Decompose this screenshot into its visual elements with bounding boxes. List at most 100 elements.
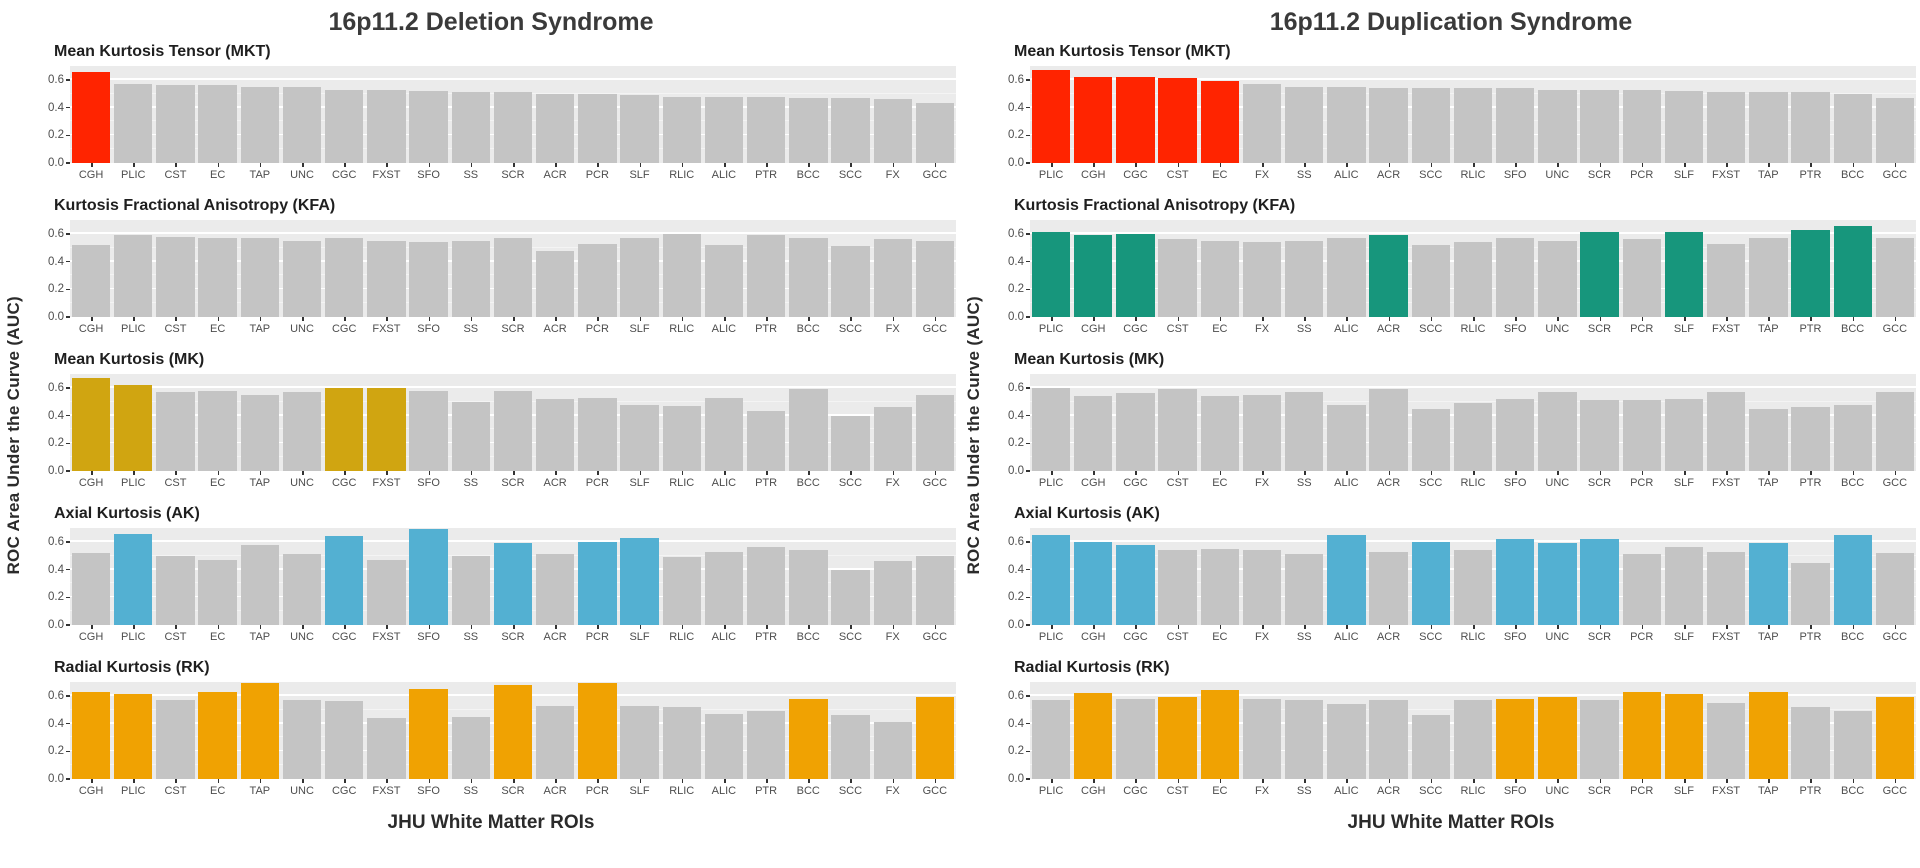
x-tick-label: GCC	[1874, 163, 1916, 187]
x-tick-mark	[934, 163, 937, 167]
bar	[156, 236, 195, 317]
y-tick-mark	[1026, 79, 1030, 81]
x-tick-label: CST	[1157, 471, 1199, 495]
x-tick-label: GCC	[1874, 317, 1916, 341]
chart-panel: Radial Kurtosis (RK) 0.0 0.2 0.4 0.6 CGH PLIC C…	[26, 656, 956, 803]
bar	[1285, 700, 1324, 779]
y-tick-label: 0.0	[48, 619, 64, 631]
x-tick-mark	[1515, 779, 1517, 783]
y-tick-mark	[1026, 596, 1030, 599]
x-tick-label: EC	[197, 625, 239, 649]
bar	[1706, 392, 1746, 471]
x-tick-label: RLIC	[1452, 317, 1494, 341]
duplication-panels: Mean Kurtosis Tensor (MKT) 0.0 0.2 0.4 0.6 PL…	[986, 40, 1916, 810]
y-tick: 0.0	[1008, 157, 1030, 169]
bar	[198, 238, 237, 317]
x-tick-label: UNC	[1536, 471, 1578, 495]
bar	[1285, 554, 1324, 625]
bar	[1074, 396, 1113, 471]
x-tick-label: PCR	[576, 163, 618, 187]
x-tick-label: EC	[197, 471, 239, 495]
x-tick-label: CST	[1157, 163, 1199, 187]
x-tick-mark	[1051, 317, 1053, 321]
x-tick-label: ACR	[534, 471, 576, 495]
x-tick-label: SCR	[492, 163, 534, 187]
y-tick: 0.4	[48, 410, 70, 422]
bar	[1453, 242, 1493, 317]
panel-title: Radial Kurtosis (RK)	[54, 659, 210, 676]
y-tick-mark	[66, 316, 70, 318]
y-tick: 0.4	[48, 256, 70, 268]
x-tick-mark	[1810, 779, 1813, 783]
x-tick-label: ALIC	[703, 163, 745, 187]
plot-area	[70, 528, 956, 625]
x-tick-mark	[1557, 471, 1559, 475]
x-tick-mark	[302, 471, 304, 475]
bar-highlighted	[325, 536, 364, 625]
bar-highlighted	[1116, 233, 1155, 317]
x-tick-label: SCR	[492, 471, 534, 495]
bar-highlighted	[71, 691, 111, 779]
bar-highlighted	[1158, 697, 1197, 779]
x-tick-mark	[850, 163, 853, 167]
x-tick-mark	[1177, 625, 1180, 629]
bar	[915, 555, 955, 625]
x-tick-label: GCC	[1874, 625, 1916, 649]
x-tick-mark	[133, 163, 135, 167]
bar	[1327, 704, 1366, 779]
y-tick: 0.4	[1008, 410, 1030, 422]
x-tick-mark	[1683, 163, 1686, 167]
x-tick-mark	[217, 625, 220, 629]
x-tick-mark	[1472, 779, 1475, 783]
gridline-major	[70, 78, 956, 80]
x-tick-label: PLIC	[112, 625, 154, 649]
x-tick-label: TAP	[1747, 471, 1789, 495]
x-tick-label: BCC	[787, 163, 829, 187]
bar-highlighted	[1074, 693, 1113, 779]
x-tick-label: PLIC	[112, 317, 154, 341]
x-tick-mark	[1726, 625, 1728, 629]
x-tick-label: CGH	[1072, 625, 1114, 649]
x-tick-label: SFO	[1494, 779, 1536, 803]
x-tick-mark	[766, 317, 768, 321]
bar	[789, 550, 828, 625]
bar-highlighted	[1031, 534, 1071, 625]
y-tick: 0.0	[48, 157, 70, 169]
y-tick: 0.4	[1008, 564, 1030, 576]
y-tick: 0.4	[1008, 102, 1030, 114]
x-tick-mark	[470, 471, 473, 475]
x-tick-label: FXST	[1705, 779, 1747, 803]
x-tick-mark	[1599, 317, 1602, 321]
x-tick-label: BCC	[1832, 779, 1874, 803]
y-tick-label: 0.2	[1008, 129, 1024, 142]
plot-area	[70, 374, 956, 471]
chart-panel: Mean Kurtosis (MK) 0.0 0.2 0.4 0.6 PLIC CGH CGC…	[986, 348, 1916, 495]
bar-highlighted	[1791, 229, 1830, 317]
x-tick-label: PLIC	[112, 779, 154, 803]
bar-highlighted	[1495, 539, 1535, 625]
x-tick-label: FXST	[365, 163, 407, 187]
x-tick-mark	[1135, 163, 1138, 167]
x-tick-mark	[1852, 317, 1855, 321]
x-tick-mark	[1135, 317, 1138, 321]
y-tick-label: 0.0	[48, 773, 64, 785]
x-tick-mark	[681, 471, 684, 475]
bar	[873, 99, 912, 163]
bar	[1031, 387, 1071, 471]
x-axis-ticks: PLIC CGH CGC CST EC FX SS ALIC ACR SCC RLIC SFO UNC S…	[1030, 779, 1916, 803]
bar-highlighted	[1622, 691, 1661, 779]
x-tick-label: ACR	[534, 317, 576, 341]
x-tick-label: EC	[1199, 163, 1241, 187]
x-tick-mark	[1262, 317, 1264, 321]
x-tick-mark	[1599, 625, 1602, 629]
panel-title: Mean Kurtosis (MK)	[54, 351, 205, 368]
x-tick-label: ALIC	[703, 779, 745, 803]
x-tick-label: CST	[154, 625, 196, 649]
y-tick: 0.2	[48, 437, 70, 449]
x-tick-mark	[934, 625, 937, 629]
x-tick-label: BCC	[1832, 625, 1874, 649]
x-tick-label: SS	[1283, 471, 1325, 495]
bar-highlighted	[114, 385, 153, 471]
x-tick-mark	[1219, 163, 1222, 167]
x-tick-mark	[302, 625, 304, 629]
